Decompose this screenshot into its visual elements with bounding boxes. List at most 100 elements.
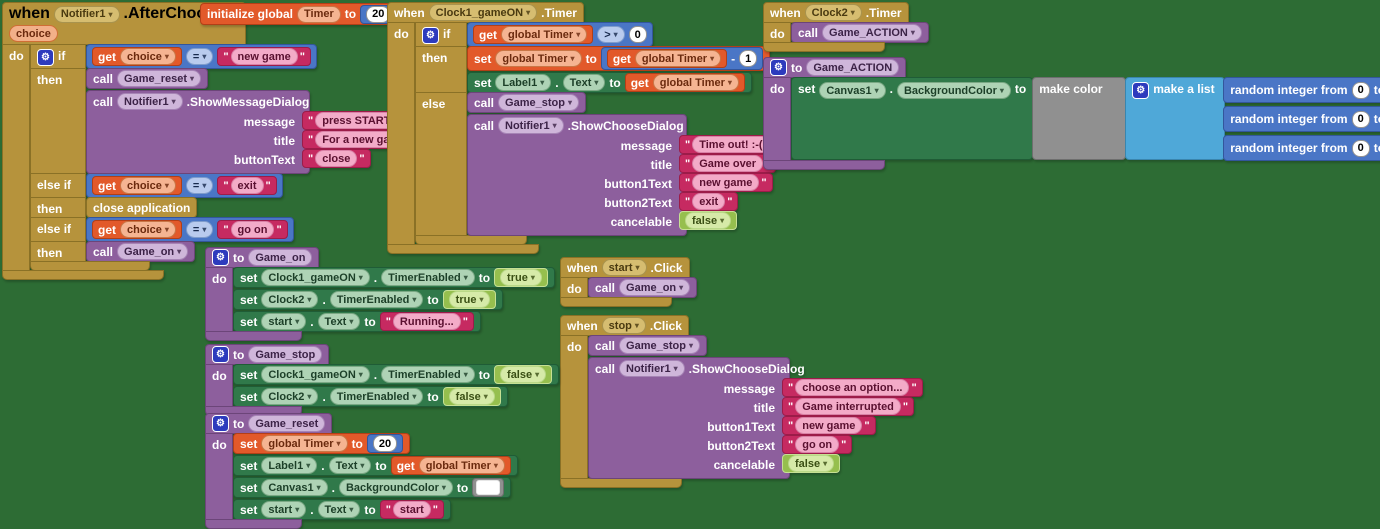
component-dropdown[interactable]: Label1: [261, 457, 318, 474]
text-string-block[interactable]: close: [302, 149, 371, 168]
random-integer-block[interactable]: random integer from 0 to 255: [1223, 135, 1380, 161]
call-game-action-block[interactable]: call Game_ACTION: [791, 22, 929, 43]
variable-dropdown[interactable]: global Timer: [634, 50, 722, 67]
text-string-block[interactable]: Game interrupted: [782, 397, 915, 416]
procedure-block-header[interactable]: ⚙ to Game_on: [205, 247, 320, 268]
procedure-dropdown[interactable]: Game_stop: [619, 337, 700, 354]
number-field[interactable]: 0: [1351, 110, 1370, 128]
equals-compare-block[interactable]: get choice = exit: [86, 173, 283, 198]
component-dropdown[interactable]: Notifier1: [53, 5, 120, 23]
number-field[interactable]: 0: [628, 26, 647, 43]
component-dropdown[interactable]: Notifier1: [619, 360, 685, 377]
set-timer-enabled-block[interactable]: set Clock2 . TimerEnabled to true: [233, 289, 504, 310]
text-string-block[interactable]: press START: [302, 111, 411, 130]
procedure-dropdown[interactable]: Game_on: [619, 279, 691, 296]
component-dropdown[interactable]: Notifier1: [117, 93, 183, 110]
string-value-field[interactable]: Game over: [692, 155, 764, 172]
component-dropdown[interactable]: Canvas1: [261, 479, 328, 496]
set-label1-text-block[interactable]: set Label1 . Text to get global Timer: [467, 72, 752, 93]
call-game-on-block[interactable]: call Game_on: [588, 277, 698, 298]
get-variable-block[interactable]: get global Timer: [473, 25, 594, 44]
random-integer-block[interactable]: random integer from 0 to 255: [1223, 77, 1380, 103]
mutator-gear-icon[interactable]: ⚙: [212, 249, 229, 266]
string-value-field[interactable]: new game: [692, 174, 760, 191]
component-dropdown[interactable]: Clock1_gameON: [261, 366, 370, 383]
logic-dropdown[interactable]: true: [500, 269, 542, 286]
logic-dropdown[interactable]: false: [788, 455, 835, 472]
block-when-start-click[interactable]: when start .Click do call Game_on: [560, 257, 698, 307]
block-to-game-stop[interactable]: ⚙ to Game_stop do set Clock1_gameON . Ti…: [205, 344, 560, 416]
text-string-block[interactable]: exit: [217, 176, 277, 195]
string-value-field[interactable]: go on: [795, 436, 840, 453]
text-string-block[interactable]: Game over: [679, 154, 777, 173]
string-value-field[interactable]: exit: [230, 177, 264, 194]
make-a-list-block[interactable]: ⚙ make a list: [1125, 77, 1226, 160]
property-dropdown[interactable]: Text: [562, 74, 606, 91]
logic-false-block[interactable]: false: [782, 454, 841, 473]
get-variable-block[interactable]: get choice: [92, 176, 182, 195]
set-variable-block[interactable]: set global Timer to get global Timer - 1: [467, 46, 771, 71]
string-value-field[interactable]: press START: [315, 112, 398, 129]
procedure-dropdown[interactable]: Game_stop: [498, 94, 579, 111]
variable-dropdown[interactable]: global Timer: [418, 457, 505, 474]
text-string-block[interactable]: new game: [782, 416, 876, 435]
logic-dropdown[interactable]: false: [448, 388, 495, 405]
string-value-field[interactable]: new game: [795, 417, 863, 434]
string-value-field[interactable]: new game: [230, 48, 298, 65]
show-message-dialog-block[interactable]: call Notifier1 .ShowMessageDialog messag…: [86, 90, 426, 174]
string-value-field[interactable]: close: [315, 150, 358, 167]
number-field[interactable]: 1: [739, 50, 758, 67]
text-string-block[interactable]: go on: [217, 220, 288, 239]
make-color-block[interactable]: make color: [1032, 77, 1127, 160]
logic-true-block[interactable]: true: [442, 290, 497, 309]
procedure-dropdown[interactable]: Game_on: [117, 243, 189, 260]
block-to-game-reset[interactable]: ⚙ to Game_reset do set global Timer to 2…: [205, 413, 518, 529]
component-dropdown[interactable]: Clock1_gameON: [428, 4, 538, 21]
component-dropdown[interactable]: start: [261, 313, 307, 330]
variable-dropdown[interactable]: choice: [120, 221, 176, 238]
text-string-block[interactable]: new game: [217, 47, 311, 66]
operator-dropdown[interactable]: =: [185, 221, 214, 238]
show-choose-dialog-block[interactable]: call Notifier1 .ShowChooseDialog message…: [467, 114, 783, 236]
component-dropdown[interactable]: Notifier1: [498, 117, 564, 134]
mutator-gear-icon[interactable]: ⚙: [422, 27, 439, 44]
logic-dropdown[interactable]: false: [685, 212, 732, 229]
event-block-header[interactable]: when stop .Click: [560, 315, 689, 336]
procedure-name-field[interactable]: Game_ACTION: [806, 59, 900, 76]
logic-false-block[interactable]: false: [679, 211, 738, 230]
component-dropdown[interactable]: start: [261, 501, 307, 518]
mutator-gear-icon[interactable]: ⚙: [37, 49, 54, 66]
greater-than-compare-block[interactable]: get global Timer > 0: [467, 22, 653, 47]
number-field[interactable]: 20: [372, 435, 398, 452]
white-color-block[interactable]: [472, 478, 505, 497]
get-variable-block[interactable]: get choice: [92, 47, 182, 66]
procedure-block-header[interactable]: ⚙ to Game_reset: [205, 413, 333, 434]
variable-dropdown[interactable]: global Timer: [501, 26, 588, 43]
text-string-block[interactable]: go on: [782, 435, 853, 454]
variable-dropdown[interactable]: choice: [120, 48, 176, 65]
get-variable-block[interactable]: get global Timer: [624, 73, 745, 92]
block-initialize-global-timer[interactable]: initialize global Timer to 20: [200, 3, 404, 25]
set-timer-enabled-block[interactable]: set Clock1_gameON . TimerEnabled to true: [233, 267, 555, 288]
set-canvas-backgroundcolor-block[interactable]: set Canvas1 . BackgroundColor to: [791, 77, 1034, 160]
operator-dropdown[interactable]: =: [185, 177, 214, 194]
procedure-name-field[interactable]: Game_on: [248, 249, 313, 266]
logic-false-block[interactable]: false: [442, 387, 501, 406]
number-field[interactable]: 20: [366, 5, 391, 23]
property-dropdown[interactable]: Text: [317, 501, 361, 518]
set-start-text-block[interactable]: set start . Text to Running...: [233, 311, 481, 332]
property-dropdown[interactable]: TimerEnabled: [381, 269, 475, 286]
property-dropdown[interactable]: TimerEnabled: [381, 366, 475, 383]
call-game-on-block[interactable]: call Game_on: [86, 241, 196, 262]
operator-dropdown[interactable]: =: [185, 48, 214, 65]
event-block-header[interactable]: when Clock2 .Timer: [763, 2, 909, 23]
number-field[interactable]: 0: [1351, 139, 1370, 157]
mutator-gear-icon[interactable]: ⚙: [212, 415, 229, 432]
mutator-gear-icon[interactable]: ⚙: [212, 346, 229, 363]
variable-dropdown[interactable]: global Timer: [261, 435, 348, 452]
text-string-block[interactable]: new game: [679, 173, 773, 192]
event-block-header[interactable]: when start .Click: [560, 257, 690, 278]
get-variable-block[interactable]: get choice: [92, 220, 182, 239]
string-value-field[interactable]: start: [392, 501, 431, 518]
logic-false-block[interactable]: false: [494, 365, 553, 384]
